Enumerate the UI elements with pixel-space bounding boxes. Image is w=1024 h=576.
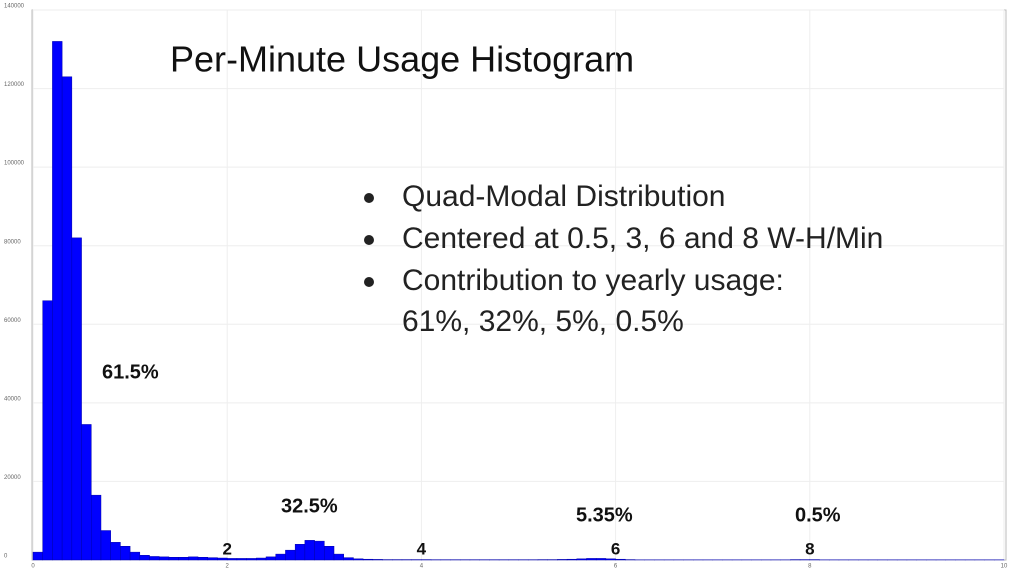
histogram-bar — [81, 424, 92, 561]
plot-frame — [31, 9, 1007, 561]
y-tick-label: 80000 — [4, 239, 21, 245]
histogram-bar — [100, 530, 111, 561]
histogram-bar — [275, 553, 286, 561]
share-annotation: 61.5% — [102, 361, 159, 383]
histogram-bar — [91, 494, 102, 561]
share-annotation: 0.5% — [795, 504, 841, 526]
y-tick-label: 40000 — [4, 396, 21, 402]
y-tick-label: 100000 — [4, 161, 25, 167]
histogram-bar — [256, 557, 267, 561]
bullet-text: Quad-Modal Distribution — [402, 180, 725, 213]
histogram-bar — [285, 549, 296, 561]
histogram-bar — [294, 544, 306, 561]
histogram-bar — [139, 555, 150, 561]
histogram-bar — [576, 558, 587, 561]
histogram-bar — [333, 553, 344, 561]
bullet-text: Centered at 0.5, 3, 6 and 8 W-H/Min — [402, 222, 883, 255]
histogram-bar — [71, 237, 82, 561]
histogram-bar — [149, 556, 160, 561]
mode-label: 2 — [222, 539, 231, 558]
x-tick-label: 8 — [808, 564, 812, 570]
y-tick-label: 20000 — [4, 475, 21, 481]
y-tick-label: 140000 — [4, 4, 25, 10]
histogram-bar — [129, 551, 141, 561]
histogram-bar — [236, 558, 247, 561]
mode-label: 6 — [611, 539, 620, 558]
histogram-bar — [615, 558, 626, 561]
y-tick-label: 120000 — [4, 82, 25, 88]
histogram-bar — [586, 558, 597, 561]
histogram-bar — [324, 546, 335, 561]
histogram-bar — [158, 556, 170, 561]
histogram-bar — [353, 558, 364, 561]
histogram-bar — [595, 558, 607, 561]
histogram-bar — [32, 551, 43, 561]
histogram-bar — [246, 558, 257, 561]
share-annotation: 32.5% — [281, 495, 338, 517]
histogram-bar — [226, 558, 238, 561]
histogram-bar — [265, 556, 277, 561]
bullet-text: 61%, 32%, 5%, 0.5% — [402, 305, 684, 338]
x-tick-label: 10 — [1001, 564, 1008, 570]
histogram-bar — [120, 546, 131, 561]
share-annotation: 5.35% — [576, 504, 633, 526]
histogram-bar — [188, 556, 199, 561]
histogram-bar — [343, 557, 354, 561]
bullet-dot — [364, 235, 374, 245]
mode-label: 4 — [417, 539, 427, 558]
histogram-bar — [110, 542, 121, 561]
histogram-bar — [566, 558, 578, 561]
histogram-bar — [42, 300, 53, 561]
histogram-bar — [168, 557, 179, 561]
histogram-bar — [557, 559, 568, 561]
histogram-bar — [304, 540, 315, 561]
histogram-bar — [197, 557, 209, 561]
slide-title: Per-Minute Usage Histogram — [170, 39, 634, 80]
bullet-dot — [364, 277, 374, 287]
y-tick-label: 60000 — [4, 318, 21, 324]
histogram-bar — [605, 558, 616, 561]
x-tick-label: 0 — [31, 564, 35, 570]
histogram-bar — [61, 76, 73, 561]
histogram-bar — [52, 41, 63, 561]
mode-label: 8 — [805, 539, 814, 558]
x-tick-label: 6 — [614, 564, 618, 570]
bullet-dot — [364, 193, 374, 203]
bullet-text: Contribution to yearly usage: — [402, 264, 784, 297]
histogram-bar — [207, 557, 218, 561]
histogram-bar — [178, 557, 189, 561]
y-tick-label: 0 — [4, 554, 8, 560]
x-tick-label: 2 — [226, 564, 230, 570]
histogram-bar — [362, 558, 374, 561]
histogram-bar — [372, 559, 383, 561]
x-tick-label: 4 — [420, 564, 424, 570]
histogram-bar — [314, 540, 325, 561]
